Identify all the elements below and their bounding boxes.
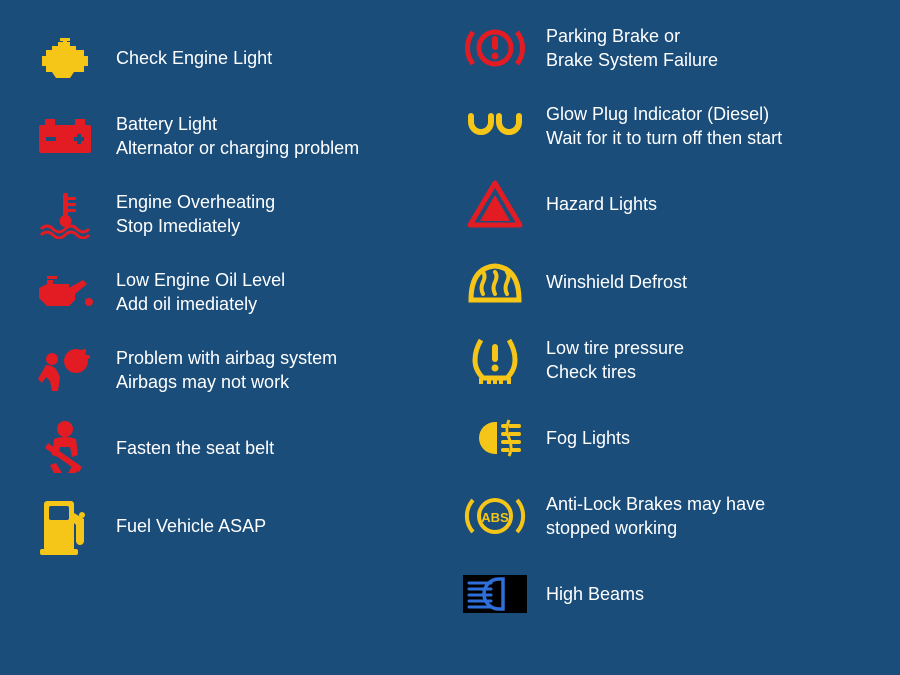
- indicator-line2: Airbags may not work: [116, 371, 337, 394]
- indicator-label: High Beams: [546, 583, 644, 606]
- brake-warning-icon: [460, 18, 530, 78]
- indicator-line2: Add oil imediately: [116, 293, 285, 316]
- indicator-item: Hazard Lights: [460, 174, 870, 234]
- indicator-line1: Problem with airbag system: [116, 347, 337, 370]
- indicator-label: Problem with airbag systemAirbags may no…: [116, 347, 337, 394]
- indicator-line2: Wait for it to turn off then start: [546, 127, 782, 150]
- engine-temp-icon: [30, 184, 100, 244]
- indicator-line1: Hazard Lights: [546, 193, 657, 216]
- indicator-label: Fuel Vehicle ASAP: [116, 515, 266, 538]
- fuel-pump-icon: [30, 496, 100, 556]
- tire-pressure-icon: [460, 330, 530, 390]
- indicator-item: Glow Plug Indicator (Diesel)Wait for it …: [460, 96, 870, 156]
- indicator-label: Check Engine Light: [116, 47, 272, 70]
- indicator-label: Fog Lights: [546, 427, 630, 450]
- right-column: Parking Brake orBrake System Failure Glo…: [460, 18, 870, 657]
- indicator-line1: Low tire pressure: [546, 337, 684, 360]
- indicator-label: Parking Brake orBrake System Failure: [546, 25, 718, 72]
- indicator-line1: High Beams: [546, 583, 644, 606]
- indicator-line1: Fuel Vehicle ASAP: [116, 515, 266, 538]
- indicator-item: Low tire pressureCheck tires: [460, 330, 870, 390]
- indicator-item: Problem with airbag systemAirbags may no…: [30, 340, 440, 400]
- indicator-label: Engine OverheatingStop Imediately: [116, 191, 275, 238]
- indicator-item: Battery LightAlternator or charging prob…: [30, 106, 440, 166]
- indicator-label: Low Engine Oil LevelAdd oil imediately: [116, 269, 285, 316]
- indicator-item: Fuel Vehicle ASAP: [30, 496, 440, 556]
- indicator-line1: Fasten the seat belt: [116, 437, 274, 460]
- indicator-line2: Brake System Failure: [546, 49, 718, 72]
- indicator-label: Fasten the seat belt: [116, 437, 274, 460]
- battery-icon: [30, 106, 100, 166]
- fog-lights-icon: [460, 408, 530, 468]
- indicator-item: Low Engine Oil LevelAdd oil imediately: [30, 262, 440, 322]
- defrost-icon: [460, 252, 530, 312]
- abs-icon: ABS: [460, 486, 530, 546]
- indicator-line1: Winshield Defrost: [546, 271, 687, 294]
- indicator-item: ABS Anti-Lock Brakes may havestopped wor…: [460, 486, 870, 546]
- airbag-icon: [30, 340, 100, 400]
- indicator-item: Check Engine Light: [30, 28, 440, 88]
- indicator-line1: Anti-Lock Brakes may have: [546, 493, 765, 516]
- indicator-item: Fog Lights: [460, 408, 870, 468]
- indicator-line1: Low Engine Oil Level: [116, 269, 285, 292]
- indicator-item: High Beams: [460, 564, 870, 624]
- indicator-label: Low tire pressureCheck tires: [546, 337, 684, 384]
- seatbelt-icon: [30, 418, 100, 478]
- infographic-grid: Check Engine Light Battery LightAlternat…: [0, 0, 900, 675]
- indicator-line1: Glow Plug Indicator (Diesel): [546, 103, 782, 126]
- indicator-item: Parking Brake orBrake System Failure: [460, 18, 870, 78]
- indicator-line2: Stop Imediately: [116, 215, 275, 238]
- indicator-line2: Alternator or charging problem: [116, 137, 359, 160]
- glow-plug-icon: [460, 96, 530, 156]
- left-column: Check Engine Light Battery LightAlternat…: [30, 18, 440, 657]
- indicator-item: Winshield Defrost: [460, 252, 870, 312]
- indicator-line1: Engine Overheating: [116, 191, 275, 214]
- indicator-label: Battery LightAlternator or charging prob…: [116, 113, 359, 160]
- indicator-line1: Fog Lights: [546, 427, 630, 450]
- indicator-label: Hazard Lights: [546, 193, 657, 216]
- oil-can-icon: [30, 262, 100, 322]
- indicator-line1: Battery Light: [116, 113, 359, 136]
- indicator-line1: Parking Brake or: [546, 25, 718, 48]
- indicator-label: Anti-Lock Brakes may havestopped working: [546, 493, 765, 540]
- hazard-icon: [460, 174, 530, 234]
- indicator-label: Winshield Defrost: [546, 271, 687, 294]
- high-beams-icon: [460, 564, 530, 624]
- indicator-line2: Check tires: [546, 361, 684, 384]
- indicator-item: Engine OverheatingStop Imediately: [30, 184, 440, 244]
- svg-text:ABS: ABS: [481, 510, 509, 525]
- indicator-label: Glow Plug Indicator (Diesel)Wait for it …: [546, 103, 782, 150]
- check-engine-icon: [30, 28, 100, 88]
- indicator-line2: stopped working: [546, 517, 765, 540]
- indicator-line1: Check Engine Light: [116, 47, 272, 70]
- indicator-item: Fasten the seat belt: [30, 418, 440, 478]
